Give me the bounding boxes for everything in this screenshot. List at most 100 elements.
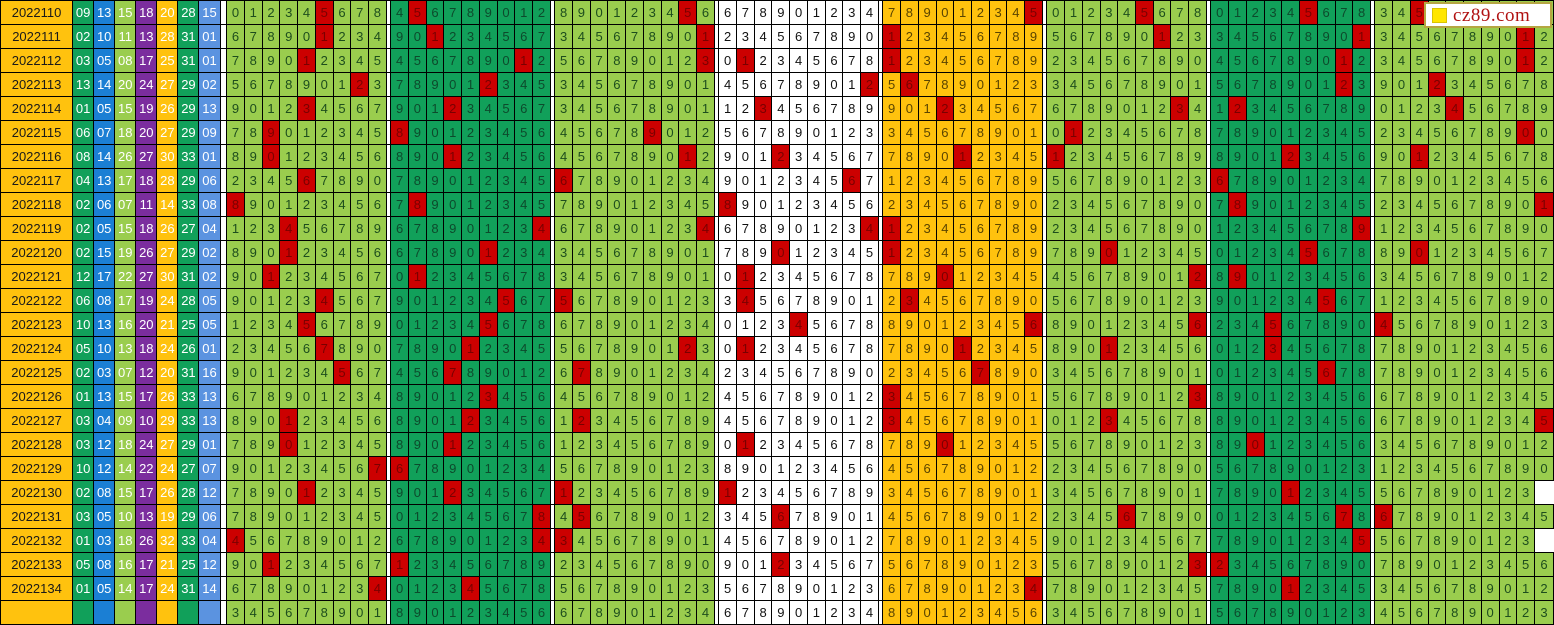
digit-cell: 2 bbox=[496, 528, 516, 553]
digit-cell: 3 bbox=[1228, 312, 1247, 337]
digit-cell: 5 bbox=[718, 576, 737, 601]
digit-cell: 8 bbox=[261, 576, 281, 601]
issue-number[interactable]: 2022129 bbox=[0, 456, 74, 481]
digit-cell: 7 bbox=[607, 504, 627, 529]
digit-cell: 5 bbox=[496, 480, 516, 505]
ball-2: 14 bbox=[93, 72, 116, 97]
digit-cell-hit: 1 bbox=[882, 216, 902, 241]
digit-cell: 5 bbox=[1228, 48, 1247, 73]
issue-number[interactable]: 2022118 bbox=[0, 192, 74, 217]
digit-cell: 4 bbox=[1316, 264, 1336, 289]
digit-cell: 5 bbox=[554, 336, 573, 361]
digit-cell: 2 bbox=[407, 552, 427, 577]
digit-cell: 4 bbox=[1334, 192, 1354, 217]
issue-number[interactable]: 2022120 bbox=[0, 240, 74, 265]
issue-number[interactable]: 2022116 bbox=[0, 144, 74, 169]
group-separator bbox=[385, 600, 392, 625]
digit-cell: 8 bbox=[1263, 72, 1283, 97]
issue-number[interactable]: 2022111 bbox=[0, 24, 74, 49]
digit-cell: 9 bbox=[607, 168, 627, 193]
digit-cell: 7 bbox=[1099, 264, 1119, 289]
digit-cell: 1 bbox=[718, 96, 737, 121]
digit-cell: 7 bbox=[860, 144, 879, 169]
issue-number[interactable]: 2022131 bbox=[0, 504, 74, 529]
digit-cell: 0 bbox=[1210, 0, 1230, 25]
digit-cell: 4 bbox=[1427, 288, 1447, 313]
issue-number[interactable]: 2022130 bbox=[0, 480, 74, 505]
issue-number[interactable]: 2022128 bbox=[0, 432, 74, 457]
digit-cell: 2 bbox=[1281, 432, 1301, 457]
issue-number[interactable]: 2022112 bbox=[0, 48, 74, 73]
digit-cell: 7 bbox=[953, 408, 972, 433]
digit-cell: 8 bbox=[390, 432, 409, 457]
digit-cell: 4 bbox=[1392, 24, 1411, 49]
digit-cell: 7 bbox=[1374, 360, 1394, 385]
issue-number[interactable]: 2022119 bbox=[0, 216, 74, 241]
digit-cell: 7 bbox=[1117, 72, 1136, 97]
issue-number[interactable]: 2022133 bbox=[0, 552, 74, 577]
digit-cell: 3 bbox=[1064, 456, 1083, 481]
digit-cell: 1 bbox=[1152, 552, 1172, 577]
digit-cell: 4 bbox=[554, 504, 573, 529]
issue-number[interactable]: 2022127 bbox=[0, 408, 74, 433]
digit-cell: 9 bbox=[607, 360, 627, 385]
digit-cell: 9 bbox=[642, 504, 662, 529]
ball-4: 17 bbox=[135, 480, 158, 505]
digit-cell: 9 bbox=[478, 360, 498, 385]
ball-5: 24 bbox=[156, 336, 179, 361]
issue-number[interactable]: 2022114 bbox=[0, 96, 74, 121]
digit-cell: 1 bbox=[1228, 0, 1247, 25]
issue-number[interactable]: 2022121 bbox=[0, 264, 74, 289]
issue-number[interactable]: 2022123 bbox=[0, 312, 74, 337]
column-divider bbox=[219, 288, 228, 313]
table-row: 2022125 02 03 07 12 20 31 16 9 0 1 2 3 4 5 6 7 4 5 6 7 8 9 0 1 2 6… bbox=[0, 360, 1554, 385]
issue-number[interactable]: 2022124 bbox=[0, 336, 74, 361]
ball-4: 18 bbox=[135, 0, 158, 25]
ball-6: 27 bbox=[177, 456, 200, 481]
digit-cell: 3 bbox=[642, 0, 662, 25]
digit-cell: 9 bbox=[226, 96, 245, 121]
ball-2: 07 bbox=[93, 120, 116, 145]
digit-cell-hit: 4 bbox=[1445, 96, 1465, 121]
issue-number[interactable]: 2022110 bbox=[0, 0, 74, 25]
digit-cell: 7 bbox=[243, 24, 263, 49]
issue-number[interactable]: 2022115 bbox=[0, 120, 74, 145]
ball-5: 20 bbox=[156, 0, 179, 25]
ball-1: 03 bbox=[72, 504, 95, 529]
digit-cell: 3 bbox=[1334, 168, 1354, 193]
ball-3: 18 bbox=[114, 120, 137, 145]
digit-cell: 1 bbox=[953, 0, 972, 25]
digit-cell: 9 bbox=[988, 384, 1008, 409]
ball-7: 02 bbox=[198, 264, 221, 289]
digit-cell: 9 bbox=[226, 552, 245, 577]
digit-cell: 9 bbox=[625, 288, 644, 313]
digit-cell: 2 bbox=[1081, 120, 1101, 145]
issue-number[interactable]: 2022132 bbox=[0, 528, 74, 553]
issue-number[interactable]: 2022134 bbox=[0, 576, 74, 601]
digit-cell: 8 bbox=[860, 48, 879, 73]
digit-cell: 7 bbox=[1117, 600, 1136, 625]
digit-cell: 0 bbox=[988, 456, 1008, 481]
digit-cell-hit: 1 bbox=[390, 552, 409, 577]
digit-cell-hit: 5 bbox=[1263, 312, 1283, 337]
digit-cell: 7 bbox=[226, 504, 245, 529]
issue-number[interactable]: 2022113 bbox=[0, 72, 74, 97]
issue-number[interactable]: 2022117 bbox=[0, 168, 74, 193]
issue-number[interactable]: 2022126 bbox=[0, 384, 74, 409]
digit-cell: 3 bbox=[1024, 72, 1043, 97]
digit-cell: 7 bbox=[332, 312, 352, 337]
digit-cell: 7 bbox=[882, 144, 902, 169]
digit-cell: 5 bbox=[1188, 240, 1207, 265]
digit-cell: 6 bbox=[350, 288, 370, 313]
digit-cell: 7 bbox=[514, 312, 534, 337]
digit-cell-hit: 1 bbox=[678, 144, 698, 169]
digit-cell-hit: 3 bbox=[1099, 408, 1119, 433]
digit-cell: 5 bbox=[514, 384, 534, 409]
digit-cell: 2 bbox=[900, 24, 919, 49]
digit-cell: 2 bbox=[226, 336, 245, 361]
issue-number[interactable]: 2022122 bbox=[0, 288, 74, 313]
issue-number[interactable]: 2022125 bbox=[0, 360, 74, 385]
digit-cell: 0 bbox=[1445, 384, 1465, 409]
ball-7: 01 bbox=[198, 432, 221, 457]
digit-cell: 6 bbox=[625, 552, 644, 577]
